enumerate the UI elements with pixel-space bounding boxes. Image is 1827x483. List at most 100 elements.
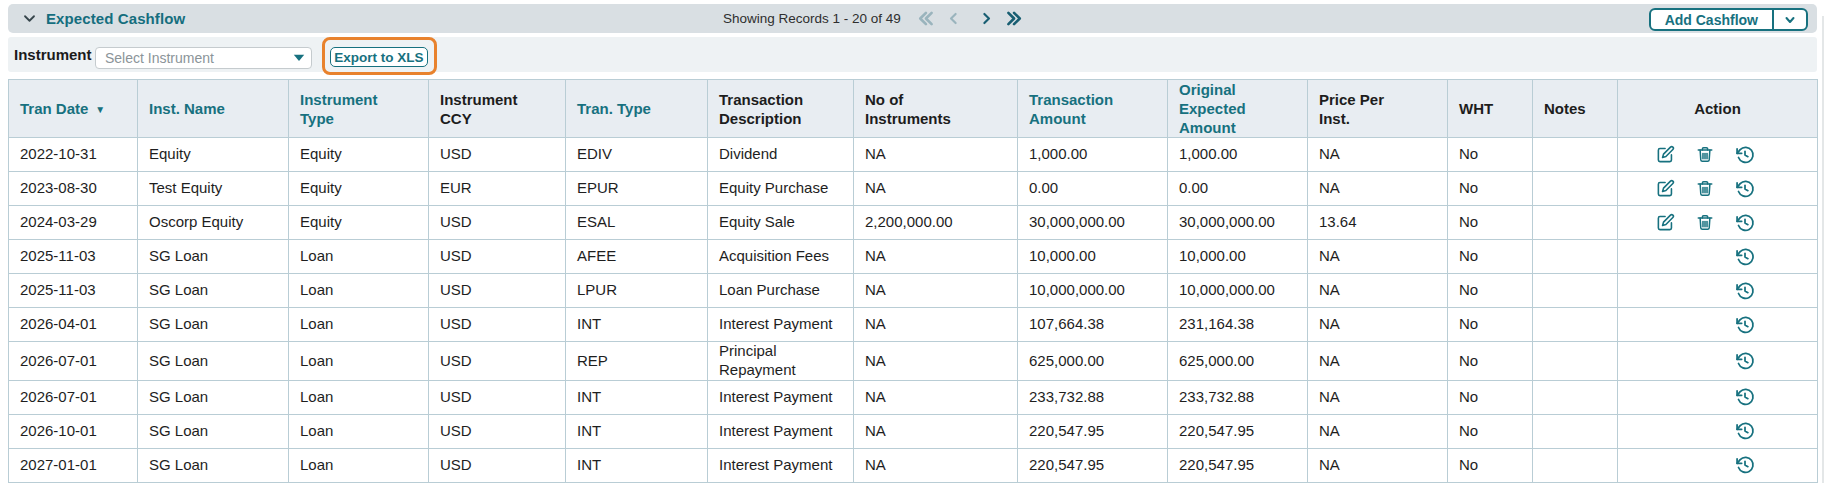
table-cell: 107,664.38 (1018, 308, 1168, 342)
last-page-icon[interactable] (1004, 8, 1025, 29)
column-header-instrument-type[interactable]: Instrument Type (289, 80, 429, 138)
action-cell (1618, 206, 1818, 240)
table-row: 2025-11-03SG LoanLoanUSDLPURLoan Purchas… (9, 274, 1818, 308)
table-cell: 231,164.38 (1168, 308, 1308, 342)
table-cell: NA (1308, 342, 1448, 381)
column-label: WHT (1459, 100, 1493, 117)
history-icon[interactable] (1734, 314, 1755, 335)
table-cell: 30,000,000.00 (1168, 206, 1308, 240)
table-row: 2026-07-01SG LoanLoanUSDREPPrincipal Rep… (9, 342, 1818, 381)
add-cashflow-dropdown[interactable] (1772, 10, 1806, 29)
table-cell: USD (429, 308, 566, 342)
table-cell: Loan (289, 414, 429, 448)
table-cell: NA (1308, 274, 1448, 308)
table-cell: EUR (429, 172, 566, 206)
table-cell: SG Loan (138, 448, 289, 482)
prev-page-icon[interactable] (945, 8, 962, 29)
table-cell: NA (1308, 448, 1448, 482)
add-cashflow-button[interactable]: Add Cashflow (1649, 8, 1808, 31)
table-cell (1533, 448, 1618, 482)
next-page-icon[interactable] (978, 8, 995, 29)
table-cell: 2025-11-03 (9, 240, 138, 274)
sort-desc-icon: ▼ (95, 104, 105, 117)
history-icon[interactable] (1734, 350, 1755, 371)
column-header-wht: WHT (1448, 80, 1533, 138)
instrument-select-value: Select Instrument (105, 50, 293, 66)
delete-icon[interactable] (1695, 178, 1716, 199)
table-cell: Equity (289, 138, 429, 172)
history-icon[interactable] (1734, 144, 1755, 165)
table-cell (1533, 206, 1618, 240)
column-header-no-of-instruments: No of Instruments (854, 80, 1018, 138)
table-cell: NA (1308, 138, 1448, 172)
history-icon[interactable] (1734, 455, 1755, 476)
table-cell: 10,000.00 (1168, 240, 1308, 274)
edit-icon[interactable] (1655, 144, 1676, 165)
column-header-transaction-amount[interactable]: Transaction Amount (1018, 80, 1168, 138)
collapse-chevron-icon[interactable] (22, 11, 37, 26)
table-cell: 220,547.95 (1168, 414, 1308, 448)
table-row: 2026-07-01SG LoanLoanUSDINTInterest Paym… (9, 380, 1818, 414)
edit-icon[interactable] (1655, 212, 1676, 233)
history-icon[interactable] (1734, 212, 1755, 233)
action-cell (1618, 342, 1818, 381)
table-cell: SG Loan (138, 380, 289, 414)
table-cell: 1,000.00 (1168, 138, 1308, 172)
empty-action-slot (1695, 246, 1716, 267)
table-cell: Loan (289, 342, 429, 381)
column-header-inst-name[interactable]: Inst. Name (138, 80, 289, 138)
table-cell: NA (1308, 172, 1448, 206)
table-cell: Equity (289, 206, 429, 240)
table-cell: USD (429, 380, 566, 414)
table-row: 2026-10-01SG LoanLoanUSDINTInterest Paym… (9, 414, 1818, 448)
delete-icon[interactable] (1695, 144, 1716, 165)
table-cell: Dividend (708, 138, 854, 172)
table-cell: Loan (289, 240, 429, 274)
export-to-xls-button[interactable]: Export to XLS (330, 47, 428, 67)
table-cell (1533, 274, 1618, 308)
cashflow-table: Tran Date▼Inst. NameInstrument Type Instr… (8, 79, 1819, 483)
column-header-notes: Notes (1533, 80, 1618, 138)
scrollbar-track[interactable] (1822, 16, 1824, 483)
delete-icon[interactable] (1695, 212, 1716, 233)
history-icon[interactable] (1734, 178, 1755, 199)
table-cell (1533, 342, 1618, 381)
table-cell: EPUR (566, 172, 708, 206)
column-header-original-expected-amount[interactable]: Original Expected Amount (1168, 80, 1308, 138)
column-label: Instrument CCY (440, 91, 518, 127)
edit-icon[interactable] (1655, 178, 1676, 199)
empty-action-slot (1655, 421, 1676, 442)
first-page-icon[interactable] (915, 8, 936, 29)
column-label: Transaction Description (719, 91, 803, 127)
instrument-select[interactable]: Select Instrument (95, 47, 312, 69)
table-cell: 2026-04-01 (9, 308, 138, 342)
table-cell: LPUR (566, 274, 708, 308)
table-cell: 220,547.95 (1018, 414, 1168, 448)
table-row: 2024-03-29Oscorp EquityEquityUSDESALEqui… (9, 206, 1818, 240)
history-icon[interactable] (1734, 246, 1755, 267)
table-cell: Loan (289, 308, 429, 342)
table-cell: NA (854, 342, 1018, 381)
table-cell: 233,732.88 (1168, 380, 1308, 414)
column-header-instrument-ccy: Instrument CCY (429, 80, 566, 138)
table-cell: 2026-07-01 (9, 380, 138, 414)
table-cell: 2027-01-01 (9, 448, 138, 482)
table-cell: 625,000.00 (1018, 342, 1168, 381)
table-cell: 1,000.00 (1018, 138, 1168, 172)
table-cell: 10,000,000.00 (1168, 274, 1308, 308)
history-icon[interactable] (1734, 387, 1755, 408)
table-cell: SG Loan (138, 342, 289, 381)
column-label: Notes (1544, 100, 1586, 117)
table-cell: Equity (289, 172, 429, 206)
table-cell: USD (429, 138, 566, 172)
add-cashflow-label: Add Cashflow (1651, 10, 1772, 29)
column-header-tran-date[interactable]: Tran Date▼ (9, 80, 138, 138)
history-icon[interactable] (1734, 421, 1755, 442)
column-header-tran-type[interactable]: Tran. Type (566, 80, 708, 138)
table-cell: 220,547.95 (1168, 448, 1308, 482)
table-cell: Loan Purchase (708, 274, 854, 308)
table-cell: NA (854, 274, 1018, 308)
history-icon[interactable] (1734, 280, 1755, 301)
empty-action-slot (1655, 246, 1676, 267)
column-header-action: Action (1618, 80, 1818, 138)
